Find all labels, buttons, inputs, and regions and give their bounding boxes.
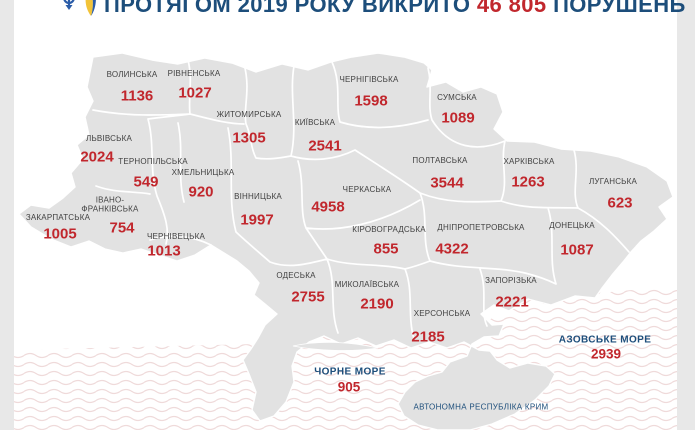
region-label: ЛУГАНСЬКА [588, 176, 638, 186]
region-label: ЖИТОМИРСЬКА [216, 109, 282, 119]
country-shape [18, 52, 674, 430]
region-label: ІВАНО- ФРАНКІВСЬКА [81, 195, 139, 213]
region-label: ЛЬВІВСЬКА [86, 133, 132, 143]
region-value: 1997 [240, 211, 274, 229]
crimea-label: АВТОНОМНА РЕСПУБЛІКА КРИМ [413, 402, 549, 412]
left-margin-band [0, 0, 14, 430]
region-label: ЧЕРНІГІВСЬКА [339, 74, 399, 84]
region-label: ПОЛТАВСЬКА [412, 155, 468, 165]
region-label: КИЇВСЬКА [294, 117, 336, 127]
region-label: ВОЛИНСЬКА [106, 69, 158, 79]
region-label: ХЕРСОНСЬКА [413, 308, 471, 318]
emblem-icon [63, 0, 96, 16]
region-value: 1089 [441, 109, 475, 127]
region-value: 1027 [178, 84, 212, 102]
region-label: КІРОВОГРАДСЬКА [352, 224, 426, 234]
region-label: ЧЕРНІВЕЦЬКА [146, 231, 206, 241]
region-value: 2024 [80, 148, 114, 166]
sea-label: ЧОРНЕ МОРЕ [314, 366, 386, 378]
right-margin-band [677, 0, 695, 430]
region-label: ТЕРНОПІЛЬСЬКА [118, 156, 188, 166]
region-value: 1263 [511, 173, 545, 191]
region-label: ДНІПРОПЕТРОВСЬКА [437, 222, 525, 232]
region-label: ОДЕСЬКА [276, 270, 316, 280]
region-value: 4322 [435, 240, 469, 258]
title-suffix: ПОРУШЕНЬ [546, 0, 686, 17]
title-prefix: ПРОТЯГОМ 2019 РОКУ ВИКРИТО [104, 0, 477, 17]
region-label: ДОНЕЦЬКА [549, 220, 595, 230]
region-label: МИКОЛАЇВСЬКА [334, 279, 400, 289]
region-value: 2221 [495, 293, 529, 311]
oblast-borders [92, 59, 630, 340]
region-label: ХАРКІВСЬКА [503, 156, 555, 166]
sea-value: 905 [337, 379, 361, 395]
sea-label: АЗОВСЬКЕ МОРЕ [558, 334, 652, 346]
region-value: 549 [133, 173, 159, 191]
region-label: ХМЕЛЬНИЦЬКА [171, 167, 235, 177]
sea-value: 2939 [590, 346, 622, 362]
page-title: ПРОТЯГОМ 2019 РОКУ ВИКРИТО 46 805 ПОРУШЕ… [104, 0, 686, 18]
region-label: ВІННИЦЬКА [234, 191, 282, 201]
region-value: 623 [607, 194, 633, 212]
region-label: СУМСЬКА [437, 92, 477, 102]
region-value: 1136 [120, 87, 154, 105]
region-value: 1598 [354, 92, 388, 110]
region-value: 1005 [43, 225, 77, 243]
region-value: 1305 [232, 129, 266, 147]
region-value: 3544 [430, 174, 464, 192]
region-value: 2190 [360, 295, 394, 313]
coastal-spit [292, 341, 379, 351]
region-value: 4958 [311, 198, 345, 216]
region-value: 754 [109, 219, 135, 237]
region-value: 855 [373, 240, 399, 258]
region-label: ЗАКАРПАТСЬКА [25, 212, 91, 222]
region-value: 1013 [147, 242, 181, 260]
region-label: ЧЕРКАСЬКА [342, 184, 392, 194]
region-value: 1087 [560, 241, 594, 259]
region-value: 2185 [411, 328, 445, 346]
title-violations-count: 46 805 [476, 0, 547, 17]
region-value: 2541 [308, 137, 342, 155]
region-label: ЗАПОРІЗЬКА [485, 275, 537, 285]
region-label: РІВНЕНСЬКА [167, 68, 221, 78]
region-value: 2755 [291, 288, 325, 306]
region-value: 920 [188, 183, 214, 201]
